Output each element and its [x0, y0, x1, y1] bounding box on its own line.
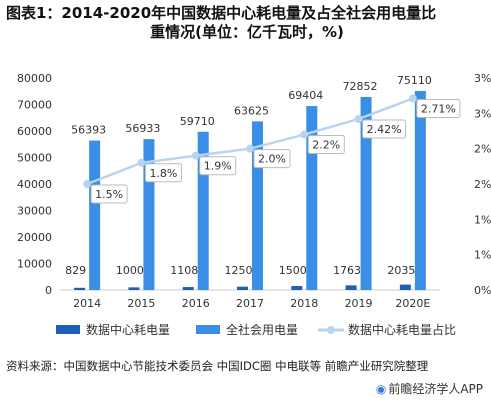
- chart-title-line2: 重情况(单位：亿千瓦时，%): [150, 23, 344, 41]
- x-tick-label: 2014: [73, 297, 101, 310]
- share-data-label: 1.9%: [204, 160, 232, 173]
- bar-total-consumption: [360, 96, 372, 290]
- bar-total-consumption: [197, 131, 209, 290]
- share-label-box: [144, 163, 182, 183]
- y-left-tick-label: 60000: [17, 125, 52, 138]
- bar-total-consumption: [414, 90, 426, 290]
- bar-total-consumption: [143, 139, 155, 290]
- bar-total-consumption-label: 59710: [180, 115, 215, 128]
- share-label-box: [416, 98, 461, 118]
- share-point: [354, 114, 363, 123]
- y-left-tick-label: 30000: [17, 205, 52, 218]
- y-right-tick-label: 0%: [474, 284, 491, 297]
- share-data-label: 1.8%: [149, 167, 177, 180]
- y-right-tick-label: 2%: [474, 178, 491, 191]
- share-point: [83, 180, 92, 188]
- share-label-box: [253, 149, 291, 169]
- y-right-tick-label: 3%: [474, 72, 491, 85]
- share-data-label: 2.2%: [312, 139, 340, 152]
- x-tick-label: 2018: [290, 297, 318, 310]
- share-data-label: 1.5%: [95, 188, 123, 201]
- bar-total-consumption-label: 63625: [234, 104, 269, 117]
- legend-label: 全社会用电量: [226, 322, 298, 337]
- bar-dc-consumption-label: 829: [65, 264, 86, 277]
- share-data-label: 2.0%: [258, 153, 286, 166]
- y-left-tick-label: 20000: [17, 231, 52, 244]
- bar-dc-consumption: [345, 285, 357, 290]
- share-label-box: [90, 184, 128, 204]
- y-left-tick-label: 0: [45, 284, 52, 297]
- bar-total-consumption-label: 56393: [71, 124, 106, 137]
- y-right-tick-label: 1%: [474, 249, 491, 262]
- bar-total-consumption-label: 72852: [343, 80, 378, 93]
- y-left-tick-label: 50000: [17, 152, 52, 165]
- bar-dc-consumption-label: 1763: [333, 264, 361, 277]
- bar-dc-consumption-label: 1500: [279, 264, 307, 277]
- share-label-box: [199, 156, 237, 176]
- bar-total-consumption-label: 69404: [288, 89, 323, 102]
- share-data-label: 2.71%: [421, 102, 456, 115]
- share-point: [137, 158, 146, 167]
- bar-dc-consumption-label: 2035: [387, 264, 415, 277]
- source-note: 资料来源：中国数据中心节能技术委员会 中国IDC圈 中电联等 前瞻产业研究院整理: [6, 359, 429, 373]
- share-point: [408, 94, 417, 103]
- bar-dc-consumption: [182, 287, 194, 290]
- legend-swatch-marker: [327, 326, 335, 334]
- legend-swatch: [56, 325, 80, 334]
- x-tick-label: 2020E: [395, 297, 430, 310]
- bar-dc-consumption-label: 1250: [225, 264, 253, 277]
- bar-dc-consumption: [237, 286, 248, 290]
- bar-dc-consumption: [74, 287, 86, 290]
- y-left-tick-label: 80000: [17, 72, 52, 85]
- bar-dc-consumption: [399, 284, 411, 290]
- bar-total-consumption: [89, 140, 101, 290]
- bar-total-consumption-label: 56933: [125, 122, 160, 135]
- share-label-box: [362, 119, 407, 139]
- y-left-tick-label: 10000: [17, 258, 52, 271]
- y-right-tick-label: 1%: [474, 213, 491, 226]
- legend-swatch: [196, 325, 220, 334]
- share-data-label: 2.42%: [367, 123, 402, 136]
- share-label-box: [307, 135, 345, 155]
- y-left-tick-label: 70000: [17, 99, 52, 112]
- bar-dc-consumption: [128, 287, 140, 290]
- share-point: [246, 144, 254, 153]
- bar-total-consumption: [252, 121, 263, 290]
- bar-total-consumption-label: 75110: [397, 74, 432, 87]
- y-right-tick-label: 3%: [474, 107, 491, 120]
- legend-label: 数据中心耗电量占比: [348, 322, 456, 337]
- brand-text: 前瞻经济学人APP: [388, 382, 483, 396]
- x-tick-label: 2015: [127, 297, 155, 310]
- brand-logo-icon: ◉: [375, 382, 387, 396]
- bar-total-consumption: [306, 106, 318, 290]
- y-left-tick-label: 40000: [17, 178, 52, 191]
- x-tick-label: 2019: [345, 297, 373, 310]
- bar-dc-consumption-label: 1108: [170, 264, 198, 277]
- bar-dc-consumption: [291, 286, 303, 290]
- bar-dc-consumption-label: 1000: [116, 264, 144, 277]
- chart-title: 图表1：2014-2020年中国数据中心耗电量及占全社会用电量比 重情况(单位：…: [6, 4, 488, 42]
- share-point: [191, 151, 200, 160]
- y-right-tick-label: 2%: [474, 143, 491, 156]
- chart-title-line1: 图表1：2014-2020年中国数据中心耗电量及占全社会用电量比: [6, 4, 437, 22]
- legend-label: 数据中心耗电量: [86, 322, 170, 337]
- x-tick-label: 2017: [236, 297, 264, 310]
- brand-footer: ◉ 前瞻经济学人APP: [376, 380, 483, 397]
- x-tick-label: 2016: [182, 297, 210, 310]
- share-point: [300, 130, 309, 139]
